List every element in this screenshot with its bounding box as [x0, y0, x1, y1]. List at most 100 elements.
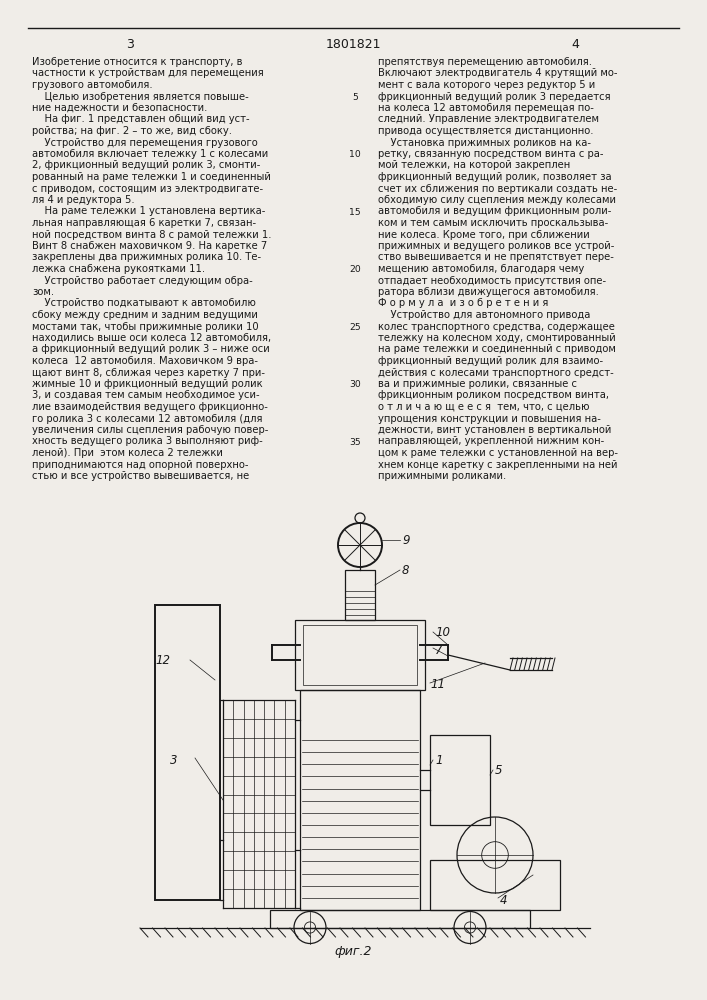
Text: Ф о р м у л а  и з о б р е т е н и я: Ф о р м у л а и з о б р е т е н и я — [378, 298, 549, 308]
Text: ство вывешивается и не препятствует пере-: ство вывешивается и не препятствует пере… — [378, 252, 614, 262]
Text: льная направляющая 6 каретки 7, связан-: льная направляющая 6 каретки 7, связан- — [32, 218, 256, 228]
Text: Целью изобретения является повыше-: Целью изобретения является повыше- — [32, 92, 249, 102]
Text: 20: 20 — [349, 265, 361, 274]
Text: стью и все устройство вывешивается, не: стью и все устройство вывешивается, не — [32, 471, 250, 481]
Text: лие взаимодействия ведущего фрикционно-: лие взаимодействия ведущего фрикционно- — [32, 402, 268, 412]
Text: направляющей, укрепленной нижним кон-: направляющей, укрепленной нижним кон- — [378, 436, 604, 446]
Text: а фрикционный ведущий ролик 3 – ниже оси: а фрикционный ведущий ролик 3 – ниже оси — [32, 344, 270, 355]
Text: 5: 5 — [352, 93, 358, 102]
Text: фрикционный ведущий ролик 3 передается: фрикционный ведущий ролик 3 передается — [378, 92, 611, 102]
Text: частности к устройствам для перемещения: частности к устройствам для перемещения — [32, 68, 264, 79]
Text: находились выше оси колеса 12 автомобиля,: находились выше оси колеса 12 автомобиля… — [32, 333, 271, 343]
Text: ние колеса. Кроме того, при сближении: ние колеса. Кроме того, при сближении — [378, 230, 590, 239]
Text: хность ведущего ролика 3 выполняют риф-: хность ведущего ролика 3 выполняют риф- — [32, 436, 263, 446]
Bar — [295, 620, 425, 690]
Text: На фиг. 1 представлен общий вид уст-: На фиг. 1 представлен общий вид уст- — [32, 114, 250, 124]
Bar — [345, 570, 375, 620]
Text: мещению автомобиля, благодаря чему: мещению автомобиля, благодаря чему — [378, 264, 584, 274]
Text: прижимными роликами.: прижимными роликами. — [378, 471, 506, 481]
Text: действия с колесами транспортного средст-: действия с колесами транспортного средст… — [378, 367, 614, 377]
Text: ратора вблизи движущегося автомобиля.: ратора вблизи движущегося автомобиля. — [378, 287, 599, 297]
Text: 10: 10 — [435, 626, 450, 639]
Text: 3: 3 — [170, 754, 177, 766]
Text: с приводом, состоящим из электродвигате-: с приводом, состоящим из электродвигате- — [32, 184, 263, 194]
Text: на колеса 12 автомобиля перемещая по-: на колеса 12 автомобиля перемещая по- — [378, 103, 594, 113]
Text: мостами так, чтобы прижимные ролики 10: мостами так, чтобы прижимные ролики 10 — [32, 322, 259, 332]
Text: хнем конце каретку с закрепленными на ней: хнем конце каретку с закрепленными на не… — [378, 460, 617, 470]
Text: 2, фрикционный ведущий ролик 3, смонти-: 2, фрикционный ведущий ролик 3, смонти- — [32, 160, 260, 170]
Text: Винт 8 снабжен маховичком 9. На каретке 7: Винт 8 снабжен маховичком 9. На каретке … — [32, 241, 267, 251]
Text: прижимных и ведущего роликов все устрой-: прижимных и ведущего роликов все устрой- — [378, 241, 614, 251]
Text: 4: 4 — [571, 38, 579, 51]
Text: го ролика 3 с колесами 12 автомобиля (для: го ролика 3 с колесами 12 автомобиля (дл… — [32, 414, 262, 424]
Text: 12: 12 — [155, 654, 170, 666]
Text: закреплены два прижимных ролика 10. Те-: закреплены два прижимных ролика 10. Те- — [32, 252, 261, 262]
Text: обходимую силу сцепления между колесами: обходимую силу сцепления между колесами — [378, 195, 616, 205]
Text: увеличения силы сцепления рабочую повер-: увеличения силы сцепления рабочую повер- — [32, 425, 269, 435]
Text: приподнимаются над опорной поверхно-: приподнимаются над опорной поверхно- — [32, 460, 248, 470]
Text: цом к раме тележки с установленной на вер-: цом к раме тележки с установленной на ве… — [378, 448, 618, 458]
Text: дежности, винт установлен в вертикальной: дежности, винт установлен в вертикальной — [378, 425, 612, 435]
Bar — [300, 690, 420, 910]
Text: рованный на раме тележки 1 и соединенный: рованный на раме тележки 1 и соединенный — [32, 172, 271, 182]
Text: Устройство подкатывают к автомобилю: Устройство подкатывают к автомобилю — [32, 298, 256, 308]
Text: Изобретение относится к транспорту, в: Изобретение относится к транспорту, в — [32, 57, 243, 67]
Text: На раме тележки 1 установлена вертика-: На раме тележки 1 установлена вертика- — [32, 207, 265, 217]
Text: Устройство работает следующим обра-: Устройство работает следующим обра- — [32, 275, 252, 286]
Text: на раме тележки и соединенный с приводом: на раме тележки и соединенный с приводом — [378, 344, 616, 355]
Text: привода осуществляется дистанционно.: привода осуществляется дистанционно. — [378, 126, 593, 136]
Text: 11: 11 — [430, 678, 445, 692]
Text: о т л и ч а ю щ е е с я  тем, что, с целью: о т л и ч а ю щ е е с я тем, что, с цель… — [378, 402, 590, 412]
Text: 9: 9 — [402, 534, 409, 546]
Text: фрикционным роликом посредством винта,: фрикционным роликом посредством винта, — [378, 390, 609, 400]
Text: Установка прижимных роликов на ка-: Установка прижимных роликов на ка- — [378, 137, 591, 147]
Text: ной посредством винта 8 с рамой тележки 1.: ной посредством винта 8 с рамой тележки … — [32, 230, 271, 239]
Text: 7: 7 — [435, 644, 443, 656]
Text: зом.: зом. — [32, 287, 54, 297]
Text: леной). При  этом колеса 2 тележки: леной). При этом колеса 2 тележки — [32, 448, 223, 458]
Bar — [430, 860, 560, 910]
Text: мой тележки, на которой закреплен: мой тележки, на которой закреплен — [378, 160, 571, 170]
Text: ние надежности и безопасности.: ние надежности и безопасности. — [32, 103, 207, 113]
Text: 3: 3 — [126, 38, 134, 51]
Text: лежка снабжена рукоятками 11.: лежка снабжена рукоятками 11. — [32, 264, 205, 274]
Text: 15: 15 — [349, 208, 361, 217]
Text: 35: 35 — [349, 438, 361, 447]
Text: автомобиля и ведущим фрикционным роли-: автомобиля и ведущим фрикционным роли- — [378, 207, 612, 217]
Text: 30: 30 — [349, 380, 361, 389]
Text: 8: 8 — [402, 564, 409, 576]
Text: ретку, связанную посредством винта с ра-: ретку, связанную посредством винта с ра- — [378, 149, 604, 159]
Text: колес транспортного средства, содержащее: колес транспортного средства, содержащее — [378, 322, 615, 332]
Text: ком и тем самым исключить проскальзыва-: ком и тем самым исключить проскальзыва- — [378, 218, 608, 228]
Text: 1: 1 — [435, 754, 443, 766]
Bar — [430, 735, 490, 825]
Text: 5: 5 — [495, 764, 503, 776]
Text: грузового автомобиля.: грузового автомобиля. — [32, 80, 153, 90]
Text: Устройство для автономного привода: Устройство для автономного привода — [378, 310, 590, 320]
Text: жимные 10 и фрикционный ведущий ролик: жимные 10 и фрикционный ведущий ролик — [32, 379, 262, 389]
Text: тележку на колесном ходу, смонтированный: тележку на колесном ходу, смонтированный — [378, 333, 616, 343]
Text: Включают электродвигатель 4 крутящий мо-: Включают электродвигатель 4 крутящий мо- — [378, 68, 617, 79]
Text: отпадает необходимость присутствия опе-: отпадает необходимость присутствия опе- — [378, 275, 606, 286]
Text: щают винт 8, сближая через каретку 7 при-: щают винт 8, сближая через каретку 7 при… — [32, 367, 265, 377]
Text: Устройство для перемещения грузового: Устройство для перемещения грузового — [32, 137, 258, 147]
Text: 25: 25 — [349, 323, 361, 332]
Text: ва и прижимные ролики, связанные с: ва и прижимные ролики, связанные с — [378, 379, 577, 389]
Text: фиг.2: фиг.2 — [334, 946, 372, 958]
Text: 1801821: 1801821 — [325, 38, 381, 51]
Text: 3, и создавая тем самым необходимое уси-: 3, и создавая тем самым необходимое уси- — [32, 390, 259, 400]
Text: сбоку между средним и задним ведущими: сбоку между средним и задним ведущими — [32, 310, 258, 320]
Text: фрикционный ведущий ролик для взаимо-: фрикционный ведущий ролик для взаимо- — [378, 356, 603, 366]
Text: следний. Управление электродвигателем: следний. Управление электродвигателем — [378, 114, 599, 124]
Text: 4: 4 — [500, 894, 508, 906]
Bar — [270, 910, 530, 928]
Bar — [303, 625, 417, 685]
Text: 10: 10 — [349, 150, 361, 159]
Text: упрощения конструкции и повышения на-: упрощения конструкции и повышения на- — [378, 414, 601, 424]
Bar — [155, 605, 220, 900]
Text: мент с вала которого через редуктор 5 и: мент с вала которого через редуктор 5 и — [378, 80, 595, 90]
Text: ля 4 и редуктора 5.: ля 4 и редуктора 5. — [32, 195, 134, 205]
Text: ройства; на фиг. 2 – то же, вид сбоку.: ройства; на фиг. 2 – то же, вид сбоку. — [32, 126, 232, 136]
Text: автомобиля включает тележку 1 с колесами: автомобиля включает тележку 1 с колесами — [32, 149, 268, 159]
Text: фрикционный ведущий ролик, позволяет за: фрикционный ведущий ролик, позволяет за — [378, 172, 612, 182]
